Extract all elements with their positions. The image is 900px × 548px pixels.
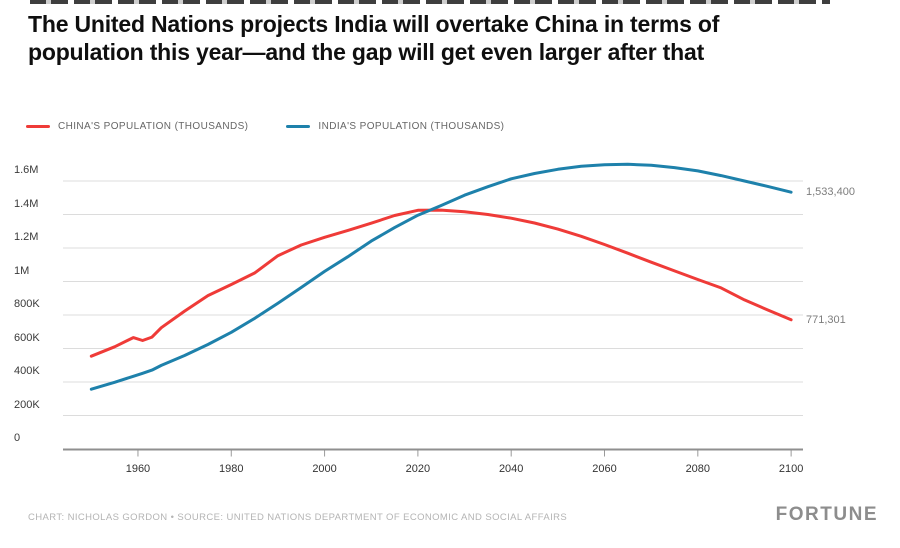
y-axis-label: 600K — [14, 331, 40, 344]
y-axis-label: 800K — [14, 298, 40, 310]
legend-item-china: CHINA'S POPULATION (THOUSANDS) — [26, 121, 248, 132]
y-axis-label: 1M — [14, 264, 30, 277]
legend-label-india: INDIA'S POPULATION (THOUSANDS) — [318, 121, 505, 132]
x-axis-label: 2000 — [312, 463, 337, 475]
india-line-swatch-icon — [286, 125, 311, 128]
india-line — [89, 162, 793, 391]
china-line — [89, 208, 793, 358]
legend: CHINA'S POPULATION (THOUSANDS) INDIA'S P… — [26, 121, 504, 132]
x-axis-label: 2080 — [685, 463, 711, 475]
y-axis-label: 1.4M — [14, 197, 39, 210]
chart-title: The United Nations projects India will o… — [28, 11, 720, 65]
legend-item-india: INDIA'S POPULATION (THOUSANDS) — [286, 121, 504, 132]
y-axis-label: 1.2M — [14, 231, 39, 243]
y-axis-label: 0 — [14, 432, 21, 444]
cropped-content-artifact — [30, 0, 830, 4]
x-axis-label: 2040 — [498, 463, 524, 475]
credit-line: CHART: NICHOLAS GORDON • SOURCE: UNITED … — [28, 512, 568, 523]
y-axis-label: 1.6M — [14, 164, 39, 176]
x-axis-label: 2100 — [778, 463, 804, 475]
x-axis-label: 2020 — [405, 463, 431, 475]
legend-label-china: CHINA'S POPULATION (THOUSANDS) — [58, 121, 249, 132]
y-axis-label: 200K — [14, 398, 40, 411]
china-end-value-label: 771,301 — [806, 313, 846, 326]
china-line-swatch-icon — [26, 125, 50, 128]
india-end-value-label: 1,533,400 — [806, 186, 855, 199]
fortune-logo: FORTUNE — [775, 504, 878, 525]
x-axis-label: 1980 — [219, 463, 244, 475]
y-axis-label: 400K — [14, 365, 40, 377]
x-axis-label: 2060 — [592, 463, 617, 475]
x-axis-label: 1960 — [125, 463, 151, 475]
